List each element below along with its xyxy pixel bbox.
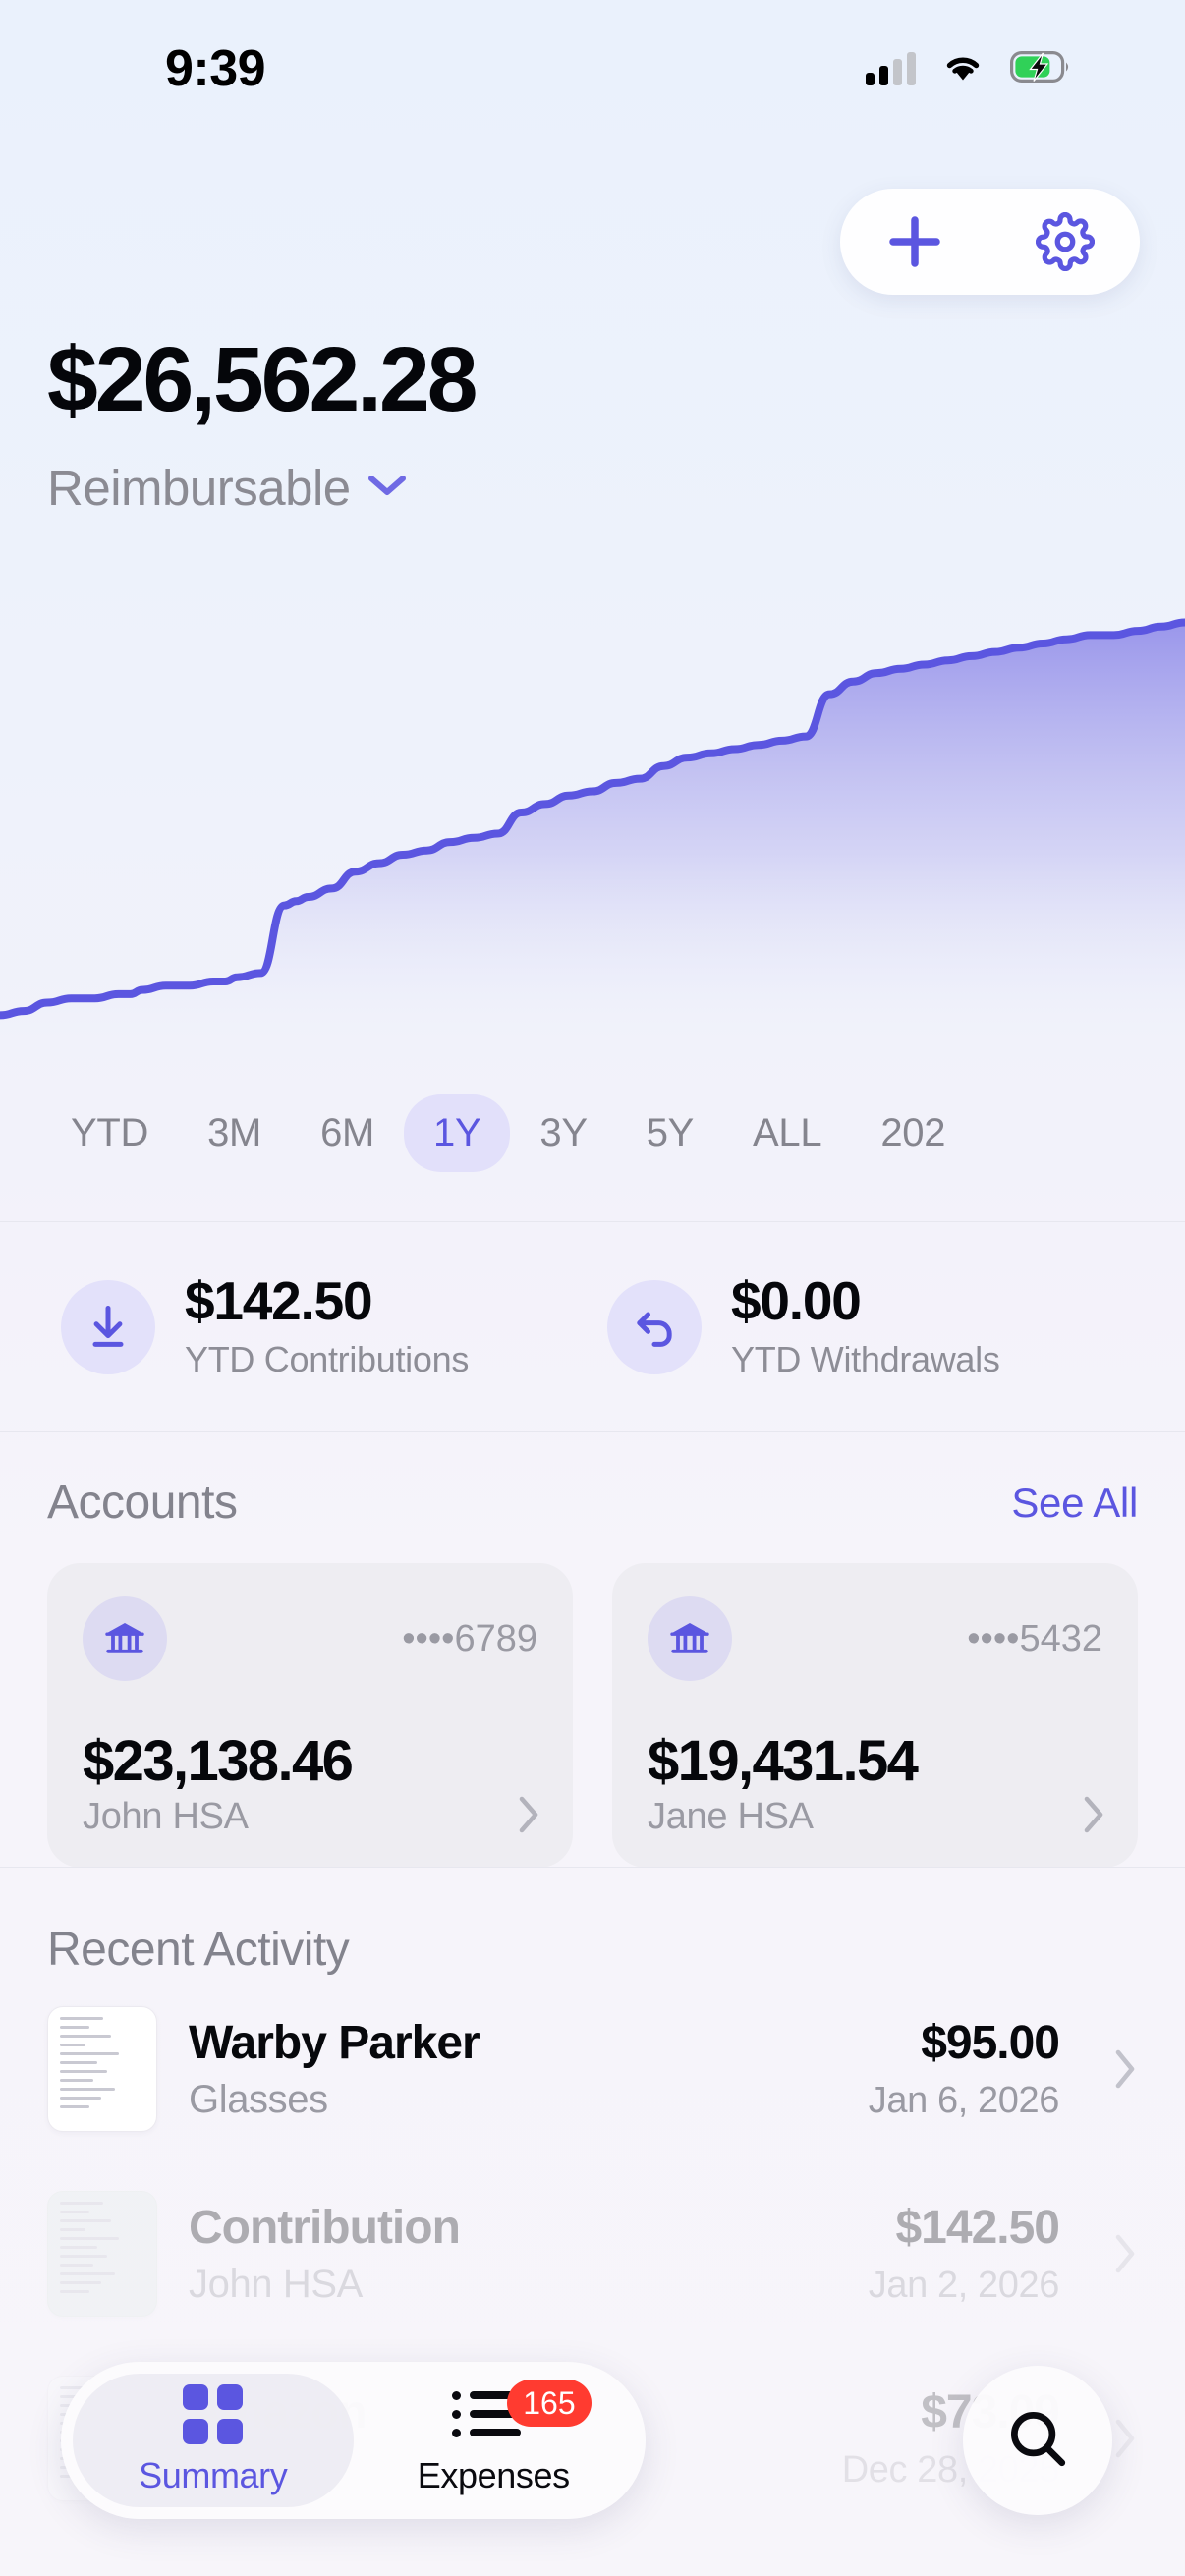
see-all-accounts-link[interactable]: See All	[1011, 1479, 1138, 1526]
undo-arrow-icon	[607, 1279, 702, 1374]
account-card[interactable]: ••••5432 $19,431.54 Jane HSA	[612, 1563, 1138, 1868]
account-mask: ••••5432	[967, 1617, 1102, 1659]
tab-summary[interactable]: Summary	[73, 2374, 354, 2507]
tab-expenses-label: Expenses	[417, 2455, 570, 2495]
grid-icon	[183, 2383, 244, 2444]
account-card-top: ••••6789	[83, 1596, 537, 1681]
bottom-tab-bar: Summary 165 Expenses	[61, 2362, 646, 2519]
stat-ytd-contributions[interactable]: $142.50 YTD Contributions	[0, 1270, 590, 1380]
accounts-section: Accounts See All ••••6789 $23,138.46 John …	[0, 1432, 1185, 1868]
chevron-down-icon	[367, 473, 408, 503]
chart-svg	[0, 618, 1185, 1041]
account-card[interactable]: ••••6789 $23,138.46 John HSA	[47, 1563, 573, 1868]
chart-line	[0, 618, 1185, 1020]
activity-date: Jan 6, 2026	[868, 2080, 1060, 2121]
tab-summary-label: Summary	[139, 2455, 288, 2495]
balance-block: $26,562.28 Reimbursable	[47, 328, 478, 517]
period-chip-6m[interactable]: 6M	[320, 1110, 375, 1154]
expenses-badge: 165	[507, 2380, 592, 2427]
stat-value: $142.50	[185, 1270, 373, 1332]
activity-row[interactable]: Contribution John HSA $142.50 Jan 2, 2026	[0, 2161, 1185, 2346]
header-action-pill	[840, 189, 1140, 295]
ytd-stats-row: $142.50 YTD Contributions $0.00 YTD With…	[0, 1221, 1185, 1432]
activity-amount: $95.00	[921, 2017, 1060, 2069]
activity-title: Contribution	[189, 2202, 461, 2254]
account-balance: $19,431.54	[648, 1729, 919, 1793]
recent-activity-header: Recent Activity	[0, 1867, 1185, 1977]
balance-amount: $26,562.28	[47, 328, 478, 430]
accounts-title: Accounts	[47, 1477, 238, 1529]
balance-history-chart[interactable]	[0, 580, 1185, 1130]
chevron-right-icon	[1112, 2046, 1138, 2092]
activity-subtitle: Glasses	[189, 2078, 328, 2121]
account-name: Jane HSA	[648, 1796, 814, 1837]
status-bar-icons	[866, 50, 1091, 87]
account-card-bottom: John HSA	[83, 1794, 541, 1840]
activity-title: Warby Parker	[189, 2017, 480, 2069]
stat-label: YTD Contributions	[185, 1338, 470, 1379]
tab-expenses[interactable]: 165 Expenses	[354, 2374, 635, 2507]
account-card-list: ••••6789 $23,138.46 John HSA ••••5432 $19,43…	[0, 1530, 1185, 1868]
chevron-right-icon	[1081, 1794, 1106, 1840]
account-balance: $23,138.46	[83, 1729, 354, 1793]
chart-period-selector[interactable]: YTD 3M 6M 1Y 3Y 5Y ALL 202	[0, 1079, 1185, 1187]
period-chip-5y[interactable]: 5Y	[646, 1110, 695, 1154]
battery-charging-icon	[1010, 50, 1071, 87]
accounts-header: Accounts See All	[0, 1432, 1185, 1530]
period-chip-202[interactable]: 202	[880, 1110, 946, 1154]
activity-text: Warby Parker Glasses	[189, 2016, 837, 2122]
period-chip-3y[interactable]: 3Y	[539, 1110, 588, 1154]
cellular-signal-icon	[866, 52, 916, 85]
activity-date: Jan 2, 2026	[868, 2265, 1060, 2306]
search-button[interactable]	[963, 2366, 1112, 2515]
chevron-right-icon	[1112, 2416, 1138, 2461]
list-icon	[452, 2384, 536, 2443]
account-name: John HSA	[83, 1796, 249, 1837]
activity-amount: $142.50	[895, 2202, 1060, 2254]
search-icon	[1003, 2404, 1072, 2478]
stat-value: $0.00	[731, 1270, 862, 1332]
status-bar-time: 9:39	[165, 40, 266, 97]
stat-ytd-withdrawals[interactable]: $0.00 YTD Withdrawals	[590, 1270, 1000, 1380]
balance-filter-label: Reimbursable	[47, 460, 351, 516]
chevron-right-icon	[516, 1794, 541, 1840]
account-mask: ••••6789	[402, 1617, 537, 1659]
chevron-right-icon	[1112, 2231, 1138, 2276]
period-chip-ytd[interactable]: YTD	[71, 1110, 149, 1154]
receipt-thumbnail	[47, 2006, 157, 2132]
plus-icon[interactable]	[871, 197, 959, 286]
period-chip-1y[interactable]: 1Y	[404, 1093, 511, 1172]
activity-amount-block: $95.00 Jan 6, 2026	[868, 2016, 1060, 2122]
balance-filter-selector[interactable]: Reimbursable	[47, 459, 475, 517]
chart-area-fill	[0, 622, 1185, 1041]
activity-text: Contribution John HSA	[189, 2201, 837, 2307]
activity-amount-block: $142.50 Jan 2, 2026	[868, 2201, 1060, 2307]
period-chip-3m[interactable]: 3M	[207, 1110, 262, 1154]
receipt-thumbnail-green	[47, 2191, 157, 2317]
wifi-icon	[941, 51, 985, 87]
bank-icon	[648, 1596, 732, 1681]
download-arrow-icon	[61, 1279, 155, 1374]
stat-label: YTD Withdrawals	[731, 1338, 1000, 1379]
gear-icon[interactable]	[1021, 197, 1109, 286]
account-card-top: ••••5432	[648, 1596, 1102, 1681]
period-chip-all[interactable]: ALL	[753, 1110, 822, 1154]
status-bar: 9:39	[0, 0, 1185, 138]
recent-activity-title: Recent Activity	[47, 1924, 350, 1976]
activity-subtitle: John HSA	[189, 2263, 363, 2306]
activity-row[interactable]: Warby Parker Glasses $95.00 Jan 6, 2026	[0, 1977, 1185, 2161]
account-card-bottom: Jane HSA	[648, 1794, 1106, 1840]
bank-icon	[83, 1596, 167, 1681]
